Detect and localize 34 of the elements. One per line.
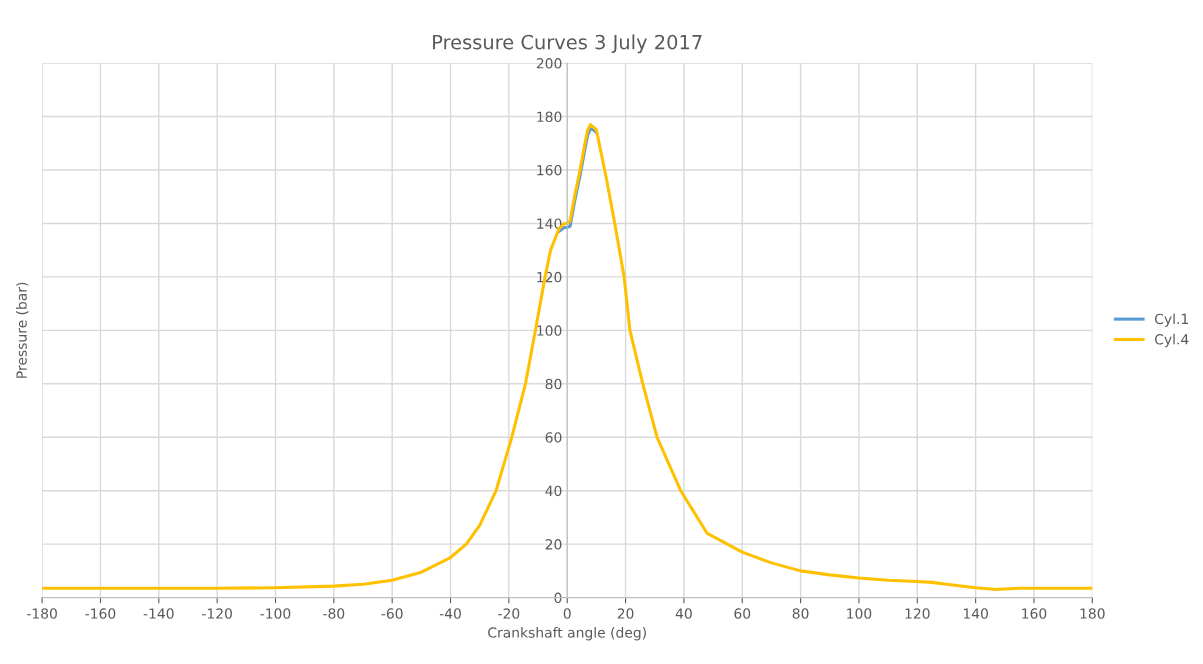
- y-tick-label: 160: [537, 164, 562, 176]
- x-tick-label: 120: [905, 608, 930, 619]
- x-tick-label: -120: [202, 608, 232, 619]
- y-axis-title: Pressure (bar): [16, 282, 29, 378]
- y-tick-label: 60: [545, 432, 562, 443]
- y-tick-label: 100: [537, 325, 562, 336]
- x-axis-title: Crankshaft angle (deg): [488, 627, 646, 641]
- x-tick-label: -100: [260, 608, 291, 619]
- x-tick-label: -20: [498, 608, 520, 619]
- y-tick-label: 180: [537, 111, 562, 123]
- x-tick-label: -140: [143, 608, 174, 619]
- x-tick-label: -60: [381, 608, 403, 619]
- y-tick-label: 20: [545, 539, 562, 550]
- x-tick-label: 160: [1022, 608, 1047, 619]
- y-tick-label: 80: [545, 378, 562, 390]
- legend-label: Cyl.1: [1154, 313, 1188, 327]
- x-tick-label: 140: [963, 608, 988, 619]
- y-tick-label: 200: [536, 58, 562, 69]
- legend-label: Cyl.4: [1154, 333, 1189, 348]
- x-tick-label: 40: [675, 608, 692, 619]
- x-tick-label: -160: [85, 608, 116, 619]
- line-series: [42, 123, 1093, 592]
- y-tick-label: 40: [545, 485, 562, 497]
- chart-title: Pressure Curves 3 July 2017: [433, 34, 702, 54]
- x-tick-label: 20: [617, 608, 634, 619]
- x-tick-label: 100: [847, 608, 872, 619]
- x-tick-label: -80: [323, 608, 345, 619]
- x-tick-label: 60: [734, 608, 751, 619]
- y-tick-label: 140: [537, 218, 562, 229]
- x-tick-label: -40: [439, 608, 461, 619]
- x-tick-label: -180: [27, 608, 57, 619]
- x-tick-label: 80: [792, 608, 809, 619]
- x-tick-label: 0: [563, 608, 571, 619]
- x-tick-label: 180: [1080, 608, 1105, 619]
